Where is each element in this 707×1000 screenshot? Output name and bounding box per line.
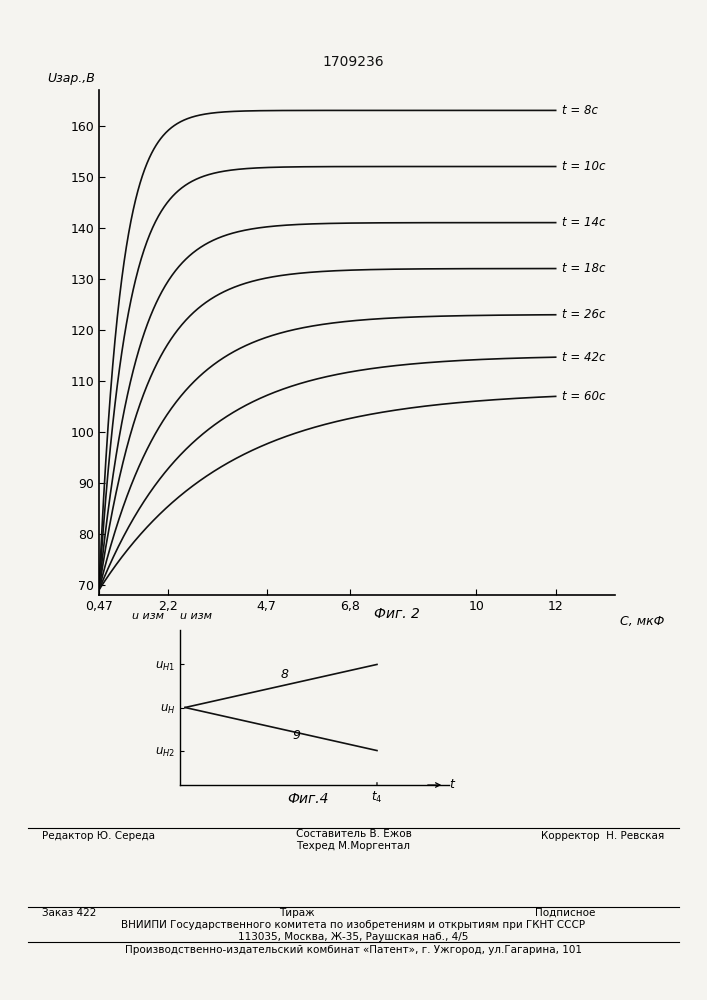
Text: Производственно-издательский комбинат «Патент», г. Ужгород, ул.Гагарина, 101: Производственно-издательский комбинат «П… [125, 945, 582, 955]
Text: t: t [449, 778, 454, 792]
Text: Тираж: Тираж [279, 908, 315, 918]
Text: t = 60c: t = 60c [561, 390, 605, 403]
Text: 113035, Москва, Ж-35, Раушская наб., 4/5: 113035, Москва, Ж-35, Раушская наб., 4/5 [238, 932, 469, 942]
Text: Заказ 422: Заказ 422 [42, 908, 97, 918]
Text: $t_4$: $t_4$ [371, 790, 382, 805]
Text: Техред М.Моргентал: Техред М.Моргентал [296, 841, 411, 851]
Text: Фиг. 2: Фиг. 2 [374, 607, 419, 621]
Text: t = 10c: t = 10c [561, 160, 605, 173]
Text: t = 26c: t = 26c [561, 308, 605, 321]
Text: u изм: u изм [180, 611, 212, 621]
Text: Подписное: Подписное [535, 908, 596, 918]
Text: Uзар.,В: Uзар.,В [47, 72, 95, 85]
Text: C, мкФ: C, мкФ [620, 615, 665, 628]
Text: 8: 8 [281, 668, 289, 681]
Text: Корректор  Н. Ревская: Корректор Н. Ревская [542, 831, 665, 841]
Text: Составитель В. Ежов: Составитель В. Ежов [296, 829, 411, 839]
Text: ВНИИПИ Государственного комитета по изобретениям и открытиям при ГКНТ СССР: ВНИИПИ Государственного комитета по изоб… [122, 920, 585, 930]
Text: Фиг.4: Фиг.4 [287, 792, 328, 806]
Text: t = 18c: t = 18c [561, 262, 605, 275]
Text: t = 14c: t = 14c [561, 216, 605, 229]
Text: 9: 9 [293, 729, 300, 742]
Text: Редактор Ю. Середа: Редактор Ю. Середа [42, 831, 156, 841]
Text: u изм: u изм [132, 611, 164, 621]
Text: t = 8c: t = 8c [561, 104, 597, 117]
Text: 1709236: 1709236 [322, 55, 385, 69]
Text: t = 42c: t = 42c [561, 351, 605, 364]
